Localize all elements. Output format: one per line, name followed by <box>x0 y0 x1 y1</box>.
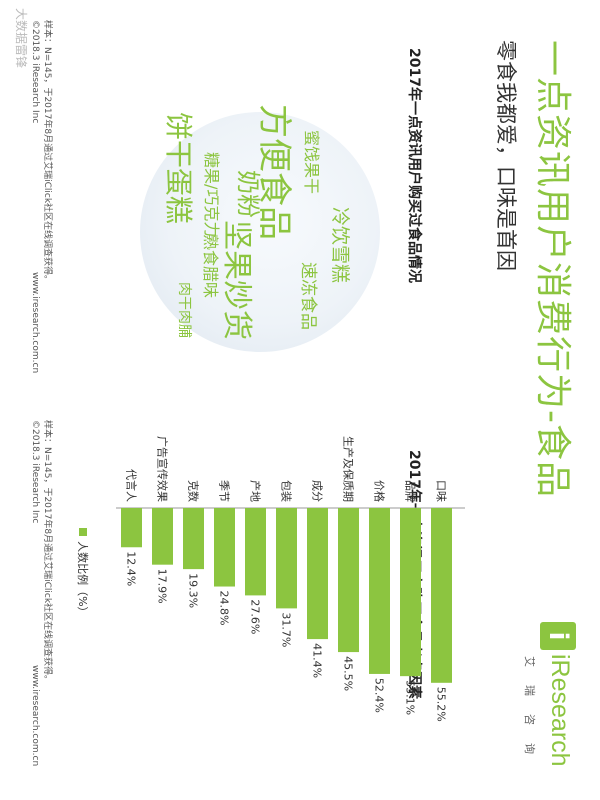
bar <box>307 508 328 640</box>
iresearch-logo: i iResearch 艾瑞咨询 <box>518 622 578 772</box>
bar <box>400 508 421 677</box>
left-website: www.iresearch.com.cn <box>30 272 40 374</box>
data-label: 45.5% <box>342 656 355 691</box>
data-label: 31.7% <box>280 612 293 647</box>
category-label: 克数 <box>187 480 200 502</box>
bar <box>431 508 452 683</box>
category-label: 品牌 <box>404 480 418 502</box>
bar <box>369 508 390 674</box>
bar <box>214 508 235 587</box>
category-label: 产地 <box>249 480 263 502</box>
legend-swatch <box>79 528 87 536</box>
category-label: 广告宣传效果 <box>156 436 170 502</box>
chart-legend: 人数比例（%） <box>75 528 94 618</box>
data-label: 12.4% <box>125 551 138 586</box>
logo-tagline: 艾瑞咨询 <box>523 656 536 772</box>
bar <box>183 508 204 570</box>
logo-name: iResearch <box>546 654 574 767</box>
data-label: 27.6% <box>249 599 262 634</box>
data-label: 55.2% <box>435 687 448 722</box>
word-cloud-item: 熟食腊味 <box>201 234 220 299</box>
right-copyright: ©2018.3 iResearch Inc <box>30 420 40 524</box>
bar <box>276 508 297 609</box>
category-label: 成分 <box>311 480 324 502</box>
category-label: 口味 <box>435 480 448 502</box>
data-label: 24.8% <box>218 591 231 626</box>
data-label: 52.4% <box>373 678 386 713</box>
category-label: 包装 <box>280 480 293 502</box>
word-cloud-title: 2017年一点资讯用户购买过食品情况 <box>406 48 422 283</box>
category-label: 生产及保质期 <box>342 436 356 502</box>
bar-chart: 口味 55.2% 品牌 53.1% 价格 52.4% 生产及保质期 45.5% 成分 41.4% 包… <box>116 436 465 722</box>
word-cloud-item: 坚果炒货 <box>219 220 254 340</box>
left-source-note: 样本：N=145，于2017年8月通过艾瑞iClick社区在线调查获得。 <box>42 20 52 285</box>
bar <box>245 508 266 596</box>
word-cloud-item: 肉干肉脯 <box>176 282 192 338</box>
data-label: 17.9% <box>156 569 169 604</box>
word-cloud-item: 奶粉 <box>234 170 262 218</box>
bar <box>152 508 173 565</box>
bar <box>338 508 359 653</box>
word-cloud-item: 速冻食品 <box>298 262 318 330</box>
legend-label: 人数比例（%） <box>76 541 89 618</box>
category-label: 代言人 <box>125 469 138 502</box>
left-copyright: ©2018.3 iResearch Inc <box>30 20 40 124</box>
word-cloud-item: 冷饮雪糕 <box>329 207 351 284</box>
page-subtitle: 零食我都爱，口味是首因 <box>494 40 518 271</box>
data-label: 53.1% <box>404 680 417 715</box>
page-title: 一点资讯用户消费行为-食品 <box>532 40 573 498</box>
word-cloud: 冷饮雪糕 蜜饯果干 速冻食品 方便食品 奶粉 糖果/巧克力 坚果炒货 熟食腊味 … <box>140 104 380 352</box>
category-label: 季节 <box>218 480 231 502</box>
category-label: 价格 <box>373 480 387 502</box>
bar <box>121 508 142 548</box>
data-label: 41.4% <box>311 643 324 678</box>
data-label: 19.3% <box>187 573 200 608</box>
watermark: 大数据雷锋 <box>14 8 28 69</box>
word-cloud-item: 蜜饯果干 <box>302 130 321 195</box>
right-website: www.iresearch.com.cn <box>30 665 40 767</box>
word-cloud-item: 饼干蛋糕 <box>162 112 195 225</box>
logo-mark-icon: i <box>540 622 576 650</box>
right-source-note: 样本：N=145，于2017年8月通过艾瑞iClick社区在线调查获得。 <box>42 420 52 685</box>
